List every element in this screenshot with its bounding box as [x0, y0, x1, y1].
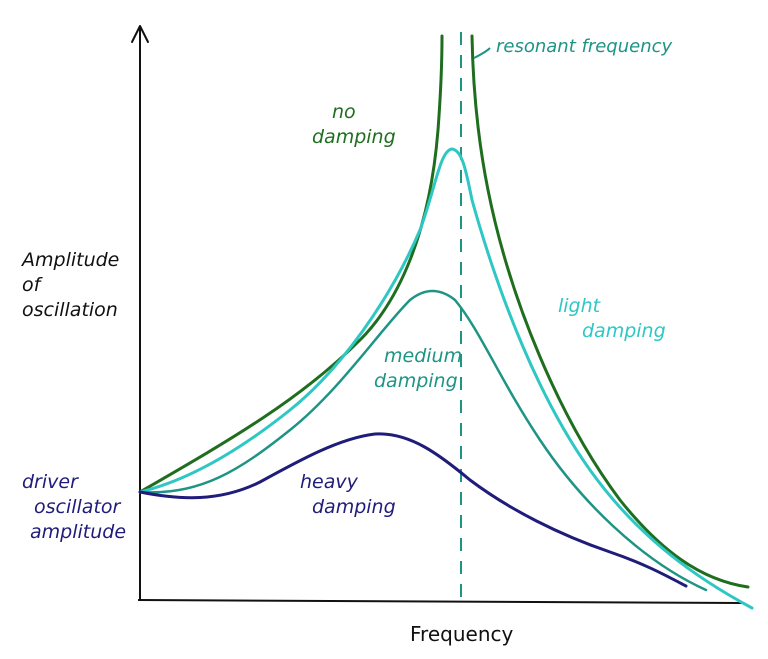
no-damping-curve-left: [138, 34, 444, 494]
driver-oscillator-amplitude-label: driver oscillator amplitude: [22, 471, 127, 543]
resonant-label-leader: [473, 47, 491, 59]
x-axis-label: Frequency: [410, 622, 514, 646]
y-axis-label: Amplitude of oscillation: [22, 249, 120, 321]
y-axis-arrowhead: [131, 25, 149, 43]
light-damping-curve: [138, 147, 754, 610]
light-damping-label: light damping: [558, 295, 666, 342]
x-axis: [137, 599, 743, 604]
medium-damping-label: medium damping: [374, 345, 463, 392]
heavy-damping-label: heavy damping: [300, 471, 396, 518]
no-damping-label: no damping: [312, 101, 396, 148]
medium-damping-curve: [138, 289, 708, 592]
heavy-damping-curve: [138, 432, 688, 588]
no-damping-curve-right: [470, 34, 750, 589]
resonant-frequency-label: resonant frequency: [496, 36, 673, 57]
